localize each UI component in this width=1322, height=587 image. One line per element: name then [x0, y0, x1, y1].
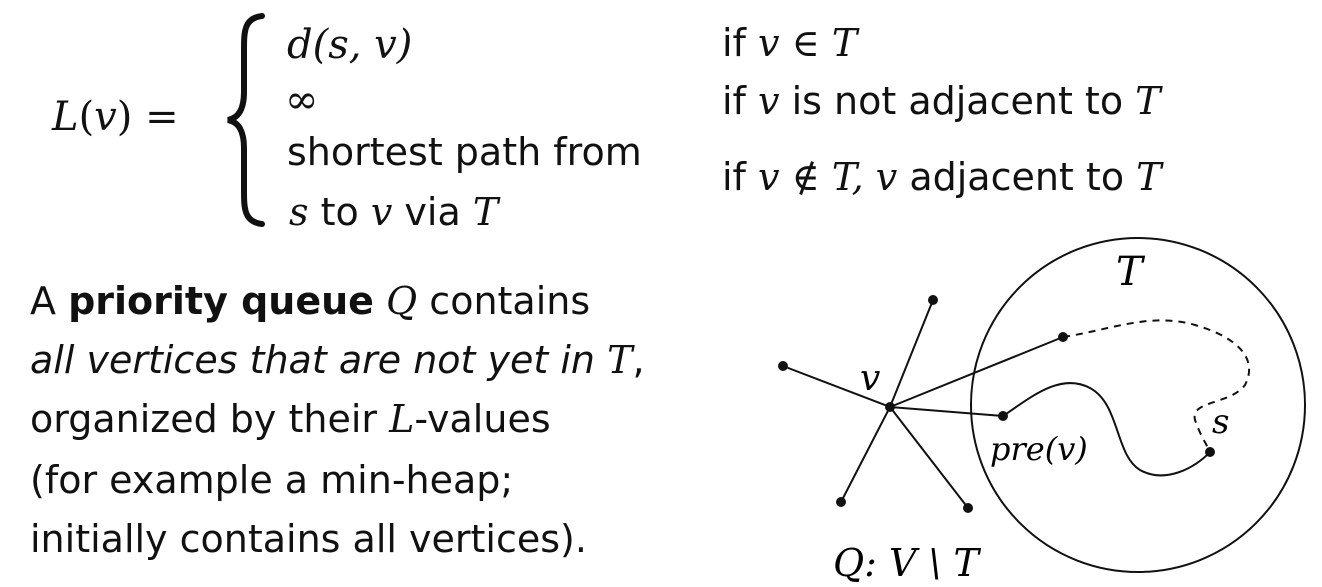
equals-sign: =: [145, 94, 179, 140]
vertex-v-label: v: [860, 358, 880, 399]
shortest-path-curve: [1002, 382, 1211, 477]
vertex-inner-top: [1058, 332, 1068, 342]
vertex-top: [928, 295, 938, 305]
edge-v-to-pred: [889, 406, 1004, 417]
case2-condition: if v is not adjacent to T: [722, 79, 1161, 123]
case2-value: ∞: [285, 77, 319, 123]
case3-condition: if v ∉ T, v adjacent to T: [722, 155, 1162, 199]
lhs-variable: v: [94, 94, 117, 140]
vertex-pred: [998, 411, 1008, 421]
formula-lhs: L(v) =: [52, 94, 179, 140]
alternative-path-dashed: [1062, 319, 1251, 453]
edge-v-to-bottom-left: [840, 406, 891, 503]
vertex-bottom-right: [963, 503, 973, 513]
case1-condition: if v ∈ T: [722, 21, 858, 65]
case3-value-line1: shortest path from: [287, 130, 642, 174]
left-brace-icon: [227, 13, 265, 227]
source-label: s: [1212, 402, 1229, 442]
paragraph-line-5: initially contains all vertices).: [30, 517, 587, 561]
queue-label: Q: V \ T: [833, 541, 981, 585]
paragraph-line-3: organized by their L-values: [30, 397, 551, 441]
vertex-v: [885, 402, 895, 412]
paragraph-line-2: all vertices that are not yet in T,: [30, 338, 645, 382]
priority-queue-term: priority queue: [68, 279, 374, 323]
case1-value: d(s, v): [287, 22, 413, 68]
set-t-label: T: [1116, 249, 1146, 295]
vertex-source: [1205, 447, 1215, 457]
vertex-left: [778, 361, 788, 371]
edge-v-to-inner-top: [889, 336, 1064, 408]
edge-v-to-bottom-right: [889, 406, 969, 509]
edge-v-to-left: [782, 365, 891, 408]
paragraph-line-4: (for example a min-heap;: [30, 458, 514, 502]
set-t-circle: [970, 237, 1306, 573]
lhs-function: L: [52, 94, 79, 140]
case3-value-line2: s to v via T: [289, 190, 499, 234]
edge-v-to-top: [889, 299, 934, 408]
pred-label: pre(v): [990, 430, 1088, 468]
vertex-bottom-left: [836, 497, 846, 507]
paragraph-line-1: A priority queue Q contains: [30, 279, 591, 323]
